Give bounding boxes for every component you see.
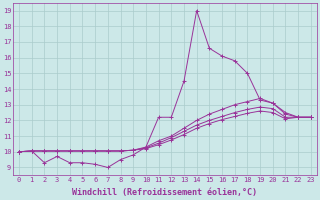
- X-axis label: Windchill (Refroidissement éolien,°C): Windchill (Refroidissement éolien,°C): [72, 188, 258, 197]
